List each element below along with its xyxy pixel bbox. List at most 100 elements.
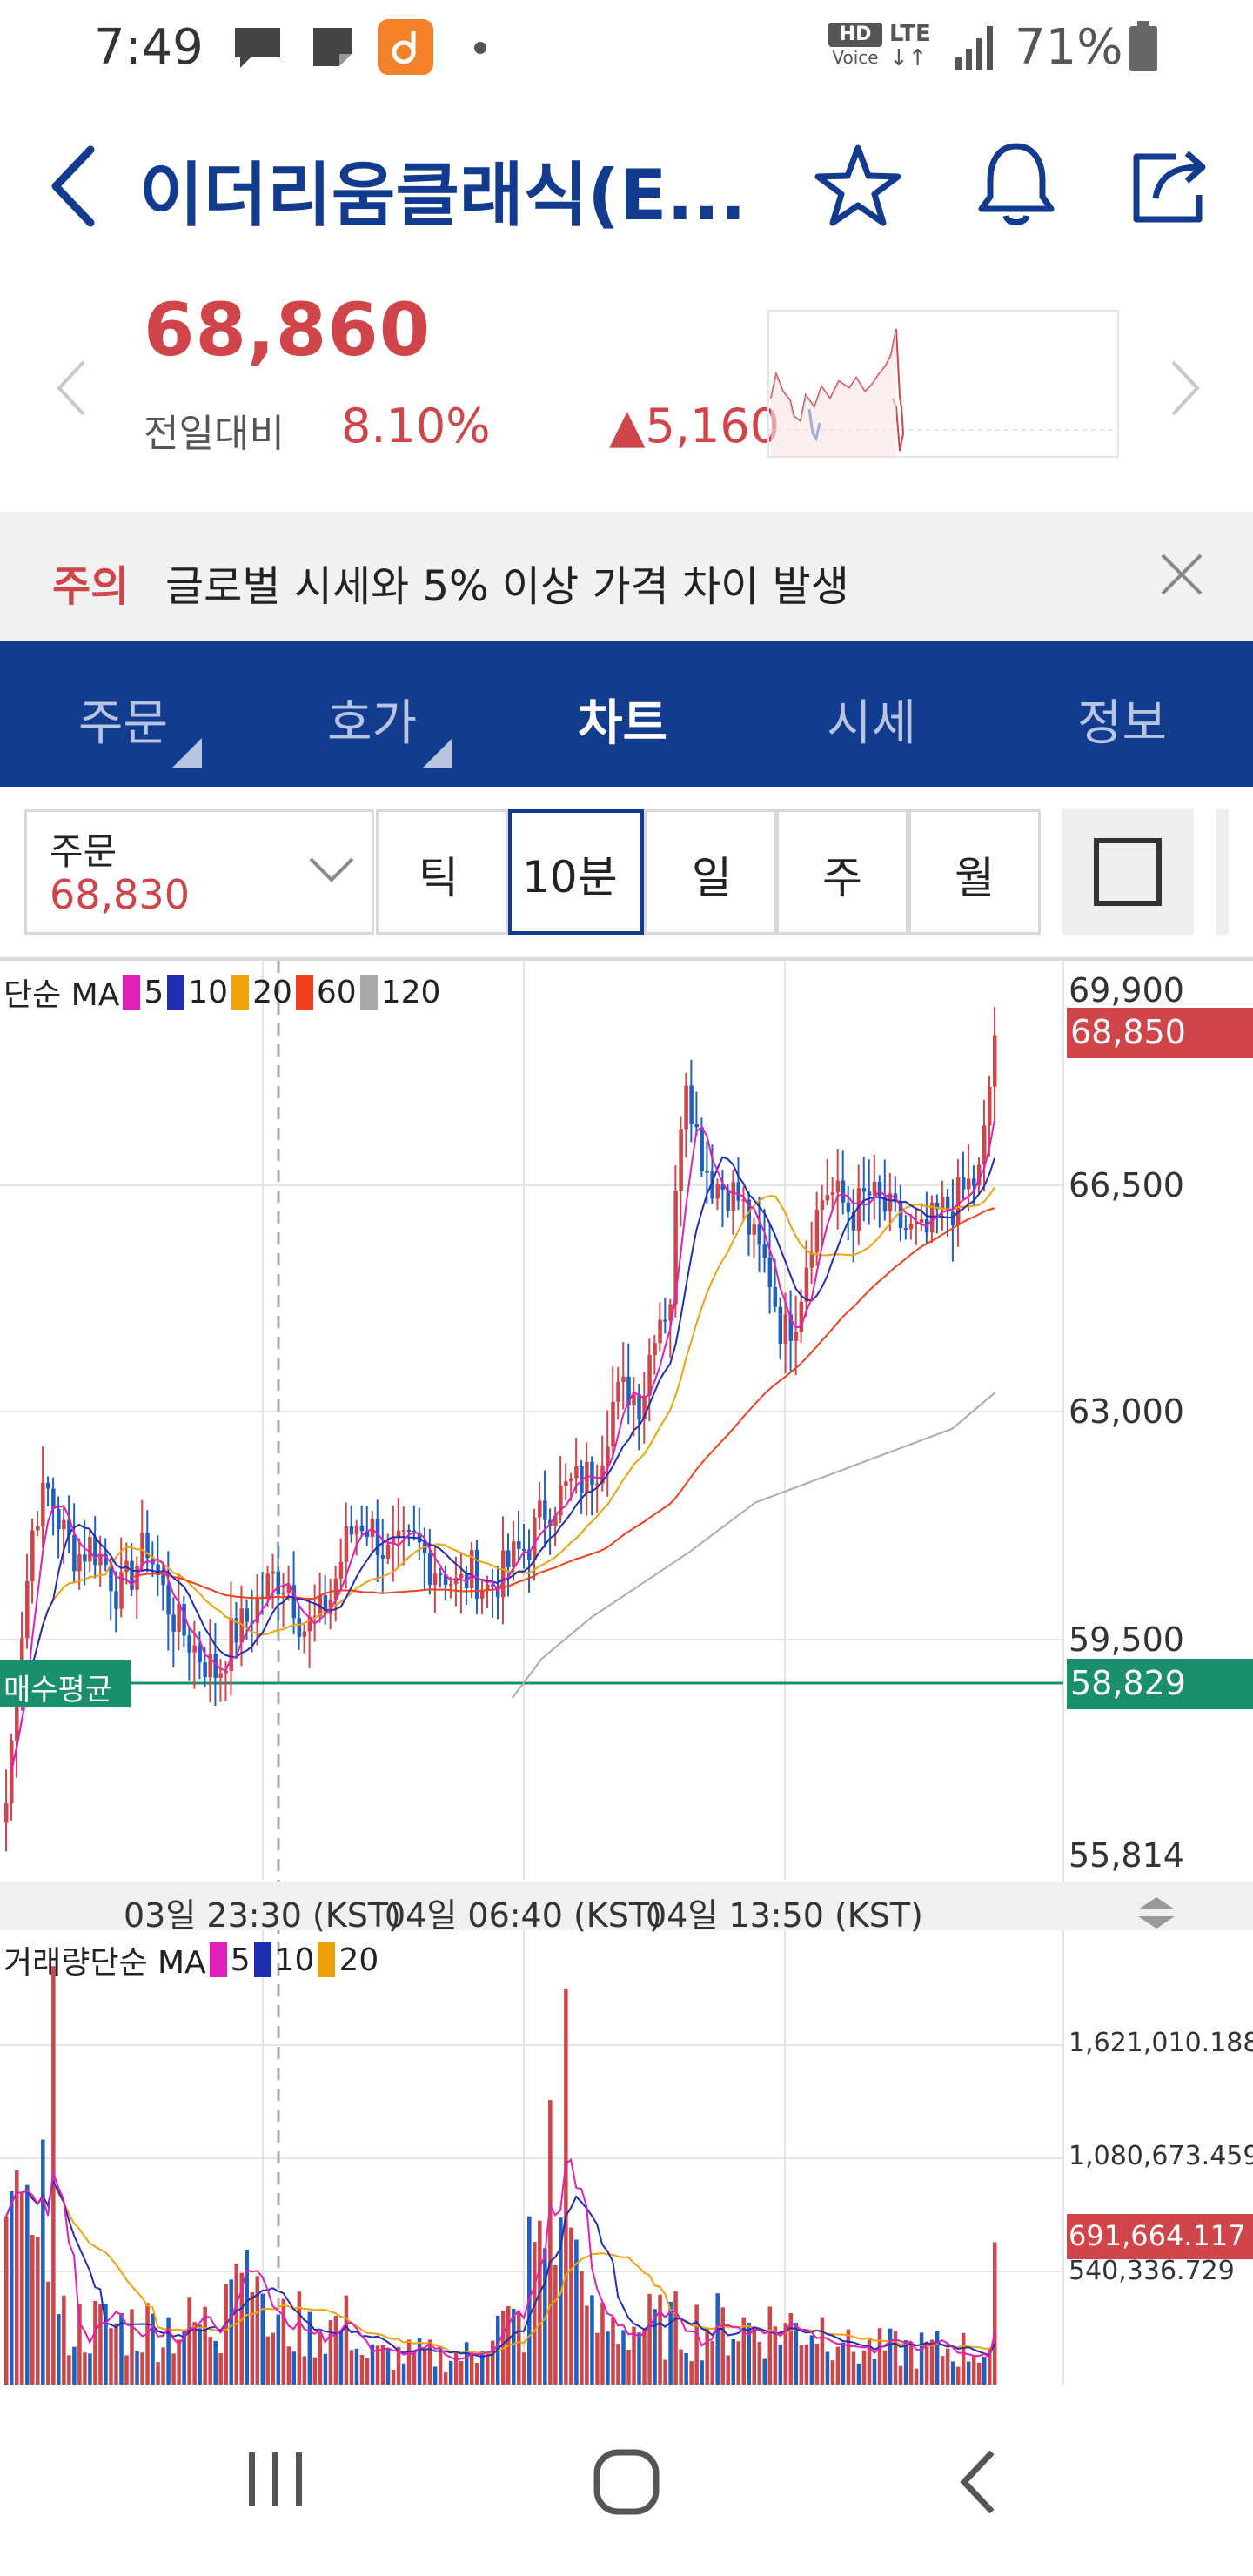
- resize-handle-icon[interactable]: [1135, 1894, 1178, 1932]
- candle-body: [145, 1533, 150, 1559]
- interval-week-button[interactable]: 주: [776, 809, 908, 935]
- volume-bar: [41, 2139, 45, 2385]
- volume-bar: [935, 2331, 940, 2385]
- candle-body: [898, 1202, 903, 1229]
- order-price-select[interactable]: 주문 68,830: [24, 809, 374, 935]
- back-icon[interactable]: [47, 144, 101, 228]
- tab-orderbook-dropdown-icon[interactable]: [423, 738, 452, 768]
- x-label-2: 04일 06:40 (KST): [385, 1896, 662, 1935]
- candle-body: [427, 1553, 432, 1586]
- volume-bar: [569, 2227, 573, 2385]
- candle-body: [694, 1124, 699, 1128]
- volume-bar: [490, 2340, 495, 2385]
- interval-tick-button[interactable]: 틱: [376, 809, 508, 935]
- volume-bar: [365, 2358, 370, 2385]
- close-icon[interactable]: [1157, 550, 1206, 599]
- volume-bar: [453, 2352, 459, 2385]
- tab-quotes[interactable]: 시세: [827, 695, 917, 752]
- tab-orderbook[interactable]: 호가: [327, 695, 418, 752]
- volume-bar: [580, 2271, 584, 2385]
- interval-10min-button[interactable]: 10분: [508, 809, 644, 935]
- volume-bar: [919, 2332, 924, 2385]
- candle-body: [359, 1525, 365, 1532]
- star-icon[interactable]: [813, 143, 903, 230]
- candle-body: [882, 1197, 888, 1212]
- tab-order-dropdown-icon[interactable]: [172, 738, 202, 768]
- tab-order[interactable]: 주문: [78, 695, 169, 752]
- legend-ma5: 5: [144, 974, 164, 1010]
- volume-bar: [888, 2328, 893, 2385]
- volume-bar: [705, 2328, 709, 2385]
- candle-body: [245, 1608, 249, 1622]
- candle-body: [814, 1210, 820, 1253]
- volume-bar: [250, 2291, 255, 2385]
- candle-body: [396, 1530, 401, 1539]
- candle-body: [166, 1585, 171, 1615]
- back-nav-icon[interactable]: [955, 2447, 999, 2517]
- volume-bar: [302, 2356, 307, 2385]
- volume-bar: [773, 2326, 778, 2385]
- controls-bottom-line: [0, 957, 1253, 961]
- volume-series: [4, 1966, 997, 2385]
- volume-legend-prefix: 거래량단순 MA: [3, 1945, 206, 1981]
- volume-bar: [898, 2365, 903, 2385]
- volume-bar: [443, 2372, 448, 2385]
- volume-bar: [182, 2331, 186, 2385]
- volume-bar: [151, 2313, 155, 2385]
- volume-bar: [77, 2304, 82, 2385]
- next-coin-icon[interactable]: [1166, 357, 1204, 419]
- volume-bar: [93, 2300, 97, 2385]
- volume-bar: [757, 2342, 762, 2385]
- status-bar: 7:49 HD Voice LTE ↓↑ 71%: [0, 0, 1253, 96]
- candle-body: [559, 1486, 563, 1516]
- candle-body: [606, 1446, 610, 1466]
- chart-settings-button[interactable]: [1062, 809, 1194, 935]
- candle-body: [590, 1461, 594, 1486]
- chevron-down-icon: [309, 857, 354, 882]
- y-tick-2: 66,500: [1069, 1166, 1184, 1204]
- candle-body: [406, 1530, 412, 1533]
- prev-coin-icon[interactable]: [52, 357, 90, 419]
- candle-body: [637, 1394, 641, 1419]
- volume-bar: [338, 2331, 344, 2385]
- candle-body: [767, 1258, 773, 1287]
- volume-bar: [856, 2363, 861, 2385]
- signal-icon: [955, 26, 993, 70]
- share-icon[interactable]: [1129, 141, 1213, 228]
- candle-body: [673, 1191, 678, 1305]
- volume-bar: [867, 2339, 872, 2385]
- volume-bar: [422, 2348, 427, 2385]
- volume-bar: [459, 2361, 464, 2385]
- recent-apps-icon[interactable]: [245, 2449, 306, 2510]
- legend-ma10: 10: [188, 974, 229, 1010]
- interval-month-button[interactable]: 월: [908, 809, 1041, 935]
- volume-bar: [307, 2311, 312, 2385]
- candle-body: [286, 1585, 291, 1593]
- volume-bar: [15, 2170, 19, 2385]
- candle-body: [872, 1181, 877, 1196]
- volume-bar: [229, 2279, 233, 2385]
- interval-day-button[interactable]: 일: [644, 809, 776, 935]
- home-icon[interactable]: [592, 2447, 661, 2517]
- legend-ma60: 60: [316, 974, 357, 1010]
- volume-bar: [255, 2276, 260, 2385]
- tab-chart[interactable]: 차트: [578, 695, 668, 752]
- candle-body: [720, 1184, 725, 1191]
- tab-info[interactable]: 정보: [1077, 695, 1168, 752]
- volume-bar: [417, 2338, 422, 2385]
- candle-body: [783, 1314, 788, 1344]
- volume-bar: [987, 2348, 992, 2385]
- volume-bar: [25, 2184, 30, 2385]
- candle-body: [208, 1654, 212, 1678]
- volume-bar: [945, 2348, 950, 2385]
- candle-body: [888, 1193, 893, 1212]
- status-time: 7:49: [94, 19, 204, 76]
- candle-body: [595, 1483, 600, 1486]
- mini-chart: [767, 310, 1119, 458]
- chart-area[interactable]: 단순 MA 5 10 20 60 120 69,900 68,850 66,50…: [0, 961, 1253, 2388]
- volume-bar: [479, 2351, 485, 2385]
- bell-icon[interactable]: [975, 139, 1058, 230]
- candle-body: [903, 1228, 908, 1231]
- candle-body: [736, 1182, 740, 1201]
- price-legend-prefix: 단순 MA: [3, 977, 120, 1013]
